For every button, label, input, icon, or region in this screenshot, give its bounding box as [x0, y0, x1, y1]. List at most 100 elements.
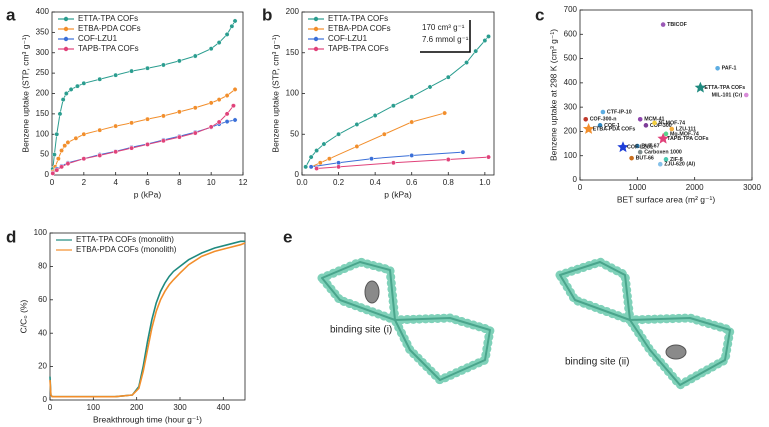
data-point [224, 31, 230, 37]
y-tick-label: 200 [564, 127, 578, 136]
data-point [409, 152, 415, 158]
x-tick-label: 0.8 [443, 178, 455, 187]
data-point [303, 164, 309, 170]
data-point [81, 131, 87, 137]
data-point [73, 135, 79, 141]
data-point [232, 86, 238, 92]
y-tick-label: 60 [38, 295, 47, 304]
y-axis-label: C/C₀ (%) [18, 299, 28, 333]
legend-label: COF-LZU1 [328, 34, 368, 43]
data-point [160, 62, 166, 68]
point-label: Ni-MOF-74 [659, 120, 686, 126]
series-line [52, 119, 236, 174]
data-point [216, 40, 222, 46]
y-tick-label: 0 [295, 170, 300, 179]
data-point [336, 164, 342, 170]
data-point [486, 154, 491, 160]
point-label: COF-300-n [590, 117, 617, 123]
data-point [97, 76, 103, 82]
y-tick-label: 150 [36, 109, 50, 118]
y-tick-label: 600 [564, 29, 578, 38]
data-point [81, 156, 87, 162]
point-label: ETTA-TPA COFs [704, 85, 745, 91]
data-point [231, 103, 236, 109]
data-point [145, 116, 150, 122]
data-point [326, 156, 332, 162]
y-tick-label: 50 [40, 150, 49, 159]
data-point [694, 81, 707, 93]
data-point [336, 131, 342, 137]
legend-marker [63, 26, 69, 32]
x-tick-label: 2000 [686, 183, 704, 192]
x-tick-label: 6 [145, 178, 150, 187]
y-tick-label: 0 [43, 395, 48, 404]
data-point [314, 166, 320, 171]
data-point [354, 122, 360, 127]
data-point [445, 157, 451, 162]
data-point [314, 148, 320, 154]
data-point [62, 143, 68, 149]
legend-marker [63, 36, 69, 42]
data-point [176, 58, 182, 64]
data-point [354, 144, 360, 149]
x-tick-label: 8 [177, 178, 182, 187]
y-tick-label: 80 [38, 262, 47, 271]
data-point [224, 111, 230, 117]
data-point [57, 111, 63, 117]
panel-letter: c [535, 5, 544, 24]
data-point [160, 138, 166, 144]
x-tick-label: 12 [239, 178, 248, 187]
data-point [600, 109, 606, 115]
legend-label: TAPB-TPA COFs [78, 44, 139, 53]
series-line [49, 240, 245, 398]
x-tick-label: 0.2 [333, 178, 345, 187]
y-tick-label: 50 [290, 129, 299, 138]
data-point [208, 124, 214, 130]
data-point [715, 65, 720, 71]
data-point [442, 110, 448, 116]
data-point [50, 170, 56, 176]
legend-label: COF-LZU1 [78, 34, 118, 43]
point-label: ZJU-620 (Al) [664, 162, 695, 168]
y-tick-label: 0 [573, 175, 578, 184]
data-point [743, 92, 749, 98]
point-label: TAPB-TPA COFs [667, 136, 708, 142]
data-point [486, 34, 491, 39]
data-point [369, 156, 374, 162]
data-point [390, 160, 396, 166]
legend-marker [63, 46, 69, 52]
data-point [308, 164, 314, 170]
panel-letter: a [6, 5, 16, 24]
data-point [129, 145, 135, 151]
data-point [113, 123, 119, 129]
y-tick-label: 20 [38, 362, 47, 371]
legend-marker [313, 46, 319, 52]
data-point [657, 161, 663, 167]
data-point [473, 48, 479, 54]
data-point [317, 160, 323, 166]
y-axis-label: Benzene uptake at 298 K (cm³ g⁻¹) [548, 29, 558, 161]
legend-marker [313, 36, 319, 42]
data-point [381, 131, 387, 137]
y-axis-label: Benzene uptake (STP, cm³ g⁻¹) [270, 34, 280, 152]
plot-frame [49, 232, 246, 401]
data-point [192, 53, 198, 59]
data-point [224, 93, 230, 98]
x-tick-label: 0.6 [406, 178, 418, 187]
data-point [216, 97, 222, 103]
x-axis-label: p (kPa) [134, 189, 162, 199]
point-label: CTF-IP-10 [607, 109, 632, 115]
data-point [51, 152, 57, 158]
data-point [65, 139, 71, 145]
y-tick-label: 200 [36, 89, 50, 98]
point-label: PAF-1 [722, 66, 737, 72]
data-point [54, 131, 60, 137]
data-point [583, 116, 589, 122]
y-tick-label: 400 [564, 78, 578, 87]
framework-structure [321, 261, 731, 386]
x-tick-label: 200 [130, 403, 144, 412]
data-point [232, 18, 238, 24]
data-point [308, 154, 314, 160]
point-label: BUT-66 [636, 156, 654, 162]
legend-marker [313, 16, 319, 22]
